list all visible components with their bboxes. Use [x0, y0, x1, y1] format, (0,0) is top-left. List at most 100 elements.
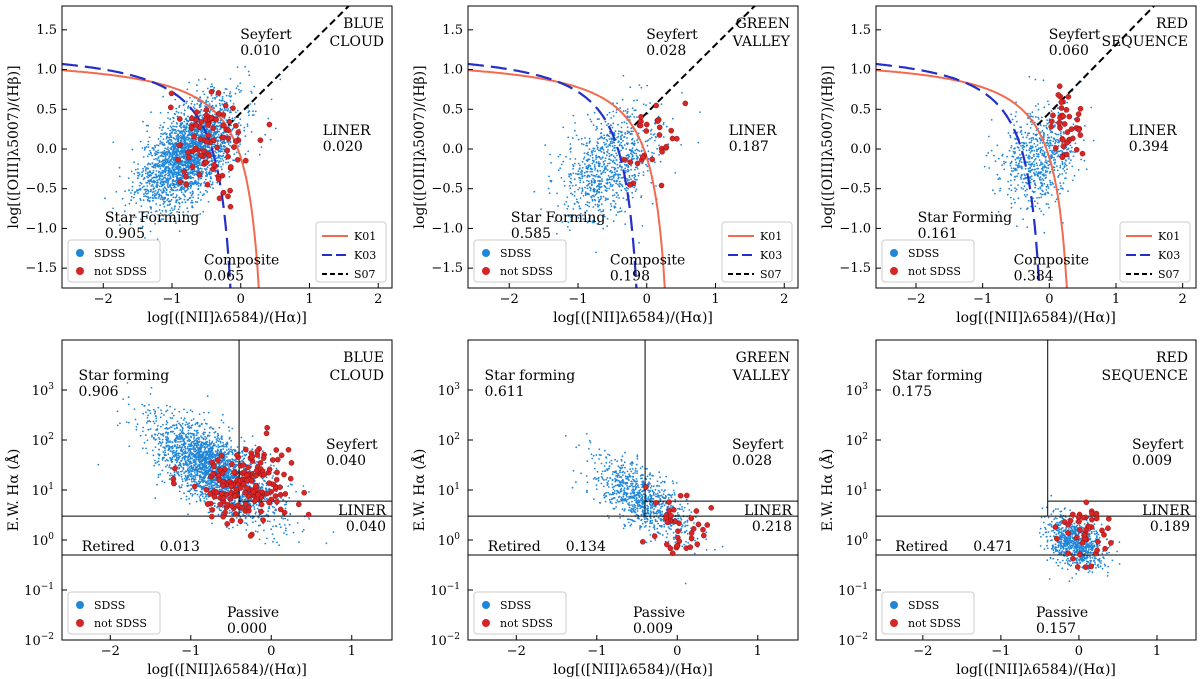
sdss-point	[1020, 178, 1022, 180]
sdss-point	[1044, 161, 1047, 164]
sdss-point	[203, 93, 206, 96]
sdss-point	[1015, 161, 1017, 164]
sdss-point	[562, 126, 565, 129]
sdss-point	[615, 159, 618, 161]
sdss-point	[624, 132, 626, 134]
sdss-point	[1020, 133, 1023, 136]
not-sdss-point	[1075, 111, 1082, 117]
sdss-point	[163, 143, 166, 145]
sdss-point	[1069, 151, 1072, 154]
sdss-point	[601, 178, 603, 181]
sdss-point	[186, 120, 189, 122]
sdss-point	[155, 157, 157, 160]
sdss-point	[179, 173, 182, 176]
region-name: Composite	[610, 253, 685, 269]
sdss-point	[163, 174, 166, 177]
sdss-point	[635, 154, 638, 157]
sdss-point	[1020, 126, 1023, 129]
sdss-point	[606, 124, 608, 127]
sdss-point	[156, 179, 159, 182]
sdss-point	[181, 201, 184, 204]
sdss-point	[604, 199, 607, 202]
sdss-point	[156, 144, 158, 147]
sdss-point	[591, 168, 593, 171]
sdss-point	[1035, 171, 1038, 173]
sdss-point	[161, 126, 164, 129]
y-tick-label: −0.5	[839, 182, 871, 197]
sdss-point	[626, 178, 629, 180]
sdss-point	[209, 186, 212, 188]
sdss-point	[1028, 141, 1031, 144]
sdss-point	[1026, 182, 1029, 185]
sdss-point	[632, 130, 634, 133]
sdss-point	[612, 122, 615, 125]
sdss-point	[166, 135, 169, 138]
sdss-point	[220, 132, 223, 135]
sdss-point	[567, 136, 570, 139]
sdss-point	[134, 168, 137, 171]
sdss-point	[187, 144, 190, 147]
sdss-point	[151, 181, 154, 183]
sdss-point	[1029, 151, 1032, 154]
sdss-point	[152, 179, 155, 182]
sdss-point	[1006, 193, 1009, 196]
sdss-point	[135, 216, 137, 219]
sdss-point	[228, 176, 231, 178]
sdss-point	[997, 157, 1000, 160]
sdss-point	[183, 120, 186, 123]
sdss-point	[1010, 113, 1013, 116]
not-sdss-point	[216, 195, 223, 202]
sdss-point	[132, 196, 135, 199]
not-sdss-point	[1076, 127, 1082, 133]
sdss-point	[222, 160, 225, 162]
sdss-point	[613, 194, 616, 196]
sdss-point	[221, 97, 224, 100]
sdss-point	[601, 165, 604, 168]
sdss-point	[187, 105, 190, 107]
sdss-point	[132, 216, 135, 219]
sdss-point	[165, 191, 168, 194]
sdss-point	[158, 188, 161, 191]
sdss-point	[1029, 176, 1032, 178]
not-sdss-point	[242, 157, 249, 164]
sdss-point	[1031, 123, 1033, 126]
sdss-point	[1068, 162, 1071, 165]
sdss-point	[271, 505, 274, 508]
sdss-point	[1072, 155, 1075, 158]
sdss-point	[168, 169, 171, 172]
sdss-point	[145, 190, 147, 193]
region-fraction: 0.010	[240, 43, 280, 59]
sdss-point	[154, 146, 157, 149]
sdss-point	[179, 165, 182, 168]
sdss-point	[633, 109, 636, 112]
sdss-point	[1041, 182, 1043, 185]
sdss-point	[624, 187, 626, 190]
not-sdss-point	[1070, 135, 1076, 142]
x-tick-label: 2	[1179, 292, 1187, 307]
sdss-point	[218, 438, 221, 440]
sdss-point	[592, 194, 595, 197]
s07-line	[227, 6, 351, 126]
sdss-point	[1055, 152, 1058, 155]
sdss-point	[1013, 152, 1016, 155]
sdss-point	[572, 214, 574, 217]
sdss-point	[614, 130, 617, 133]
sdss-point	[147, 190, 150, 193]
sdss-point	[175, 155, 178, 157]
sdss-point	[654, 122, 657, 125]
sdss-point	[206, 96, 209, 98]
sdss-point	[658, 154, 660, 156]
sdss-point	[1014, 187, 1016, 190]
sdss-point	[1085, 168, 1088, 171]
sdss-point	[620, 189, 623, 192]
region-name: Seyfert	[1049, 27, 1101, 43]
sdss-point	[1004, 161, 1007, 164]
sdss-point	[595, 154, 598, 157]
sdss-point	[205, 178, 207, 181]
sdss-point	[627, 187, 629, 190]
sdss-point	[197, 178, 200, 181]
sdss-point	[1017, 146, 1020, 149]
sdss-point	[1037, 155, 1040, 158]
sdss-point	[187, 166, 189, 169]
